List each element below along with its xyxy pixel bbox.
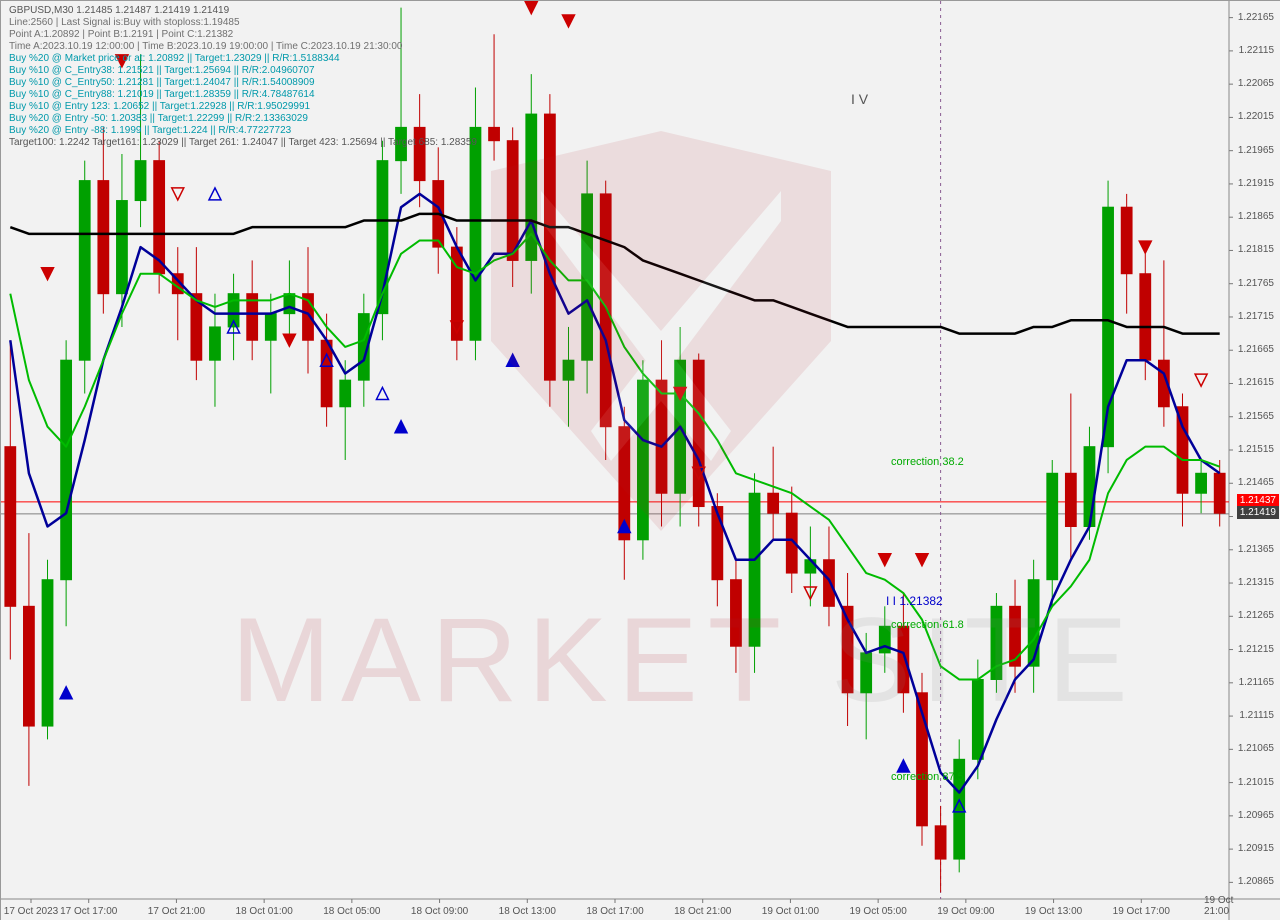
info-text: Time A:2023.10.19 12:00:00 | Time B:2023…	[9, 41, 402, 52]
x-tick-label: 19 Oct 21:00	[1204, 895, 1254, 917]
y-tick-label: 1.21915	[1238, 178, 1274, 189]
y-tick-label: 1.22065	[1238, 78, 1274, 89]
y-tick-label: 1.21215	[1238, 644, 1274, 655]
chart-container: MARKET SITE GBPUSD,M30 1.21485 1.21487 1…	[0, 0, 1280, 920]
y-tick-label: 1.21965	[1238, 145, 1274, 156]
x-tick-label: 19 Oct 01:00	[762, 906, 819, 917]
chart-annotation: I V	[851, 91, 868, 107]
y-tick-label: 1.21365	[1238, 544, 1274, 555]
y-tick-label: 1.21165	[1239, 677, 1274, 688]
y-tick-label: 1.21115	[1239, 710, 1274, 721]
x-tick-label: 18 Oct 13:00	[499, 906, 556, 917]
y-tick-label: 1.21665	[1238, 344, 1274, 355]
x-tick-label: 17 Oct 17:00	[60, 906, 117, 917]
price-tag: 1.21419	[1237, 506, 1279, 519]
y-tick-label: 1.21865	[1238, 211, 1274, 222]
x-tick-label: 19 Oct 13:00	[1025, 906, 1082, 917]
y-tick-label: 1.21465	[1238, 477, 1274, 488]
y-tick-label: 1.20915	[1238, 843, 1274, 854]
y-tick-label: 1.21815	[1238, 244, 1274, 255]
info-text: Point A:1.20892 | Point B:1.2191 | Point…	[9, 29, 233, 40]
x-tick-label: 18 Oct 17:00	[586, 906, 643, 917]
y-tick-label: 1.21265	[1238, 610, 1274, 621]
y-tick-label: 1.21515	[1238, 444, 1274, 455]
x-tick-label: 18 Oct 21:00	[674, 906, 731, 917]
y-tick-label: 1.21015	[1238, 777, 1274, 788]
chart-annotation: correction 61.8	[891, 619, 964, 631]
x-tick-label: 19 Oct 17:00	[1113, 906, 1170, 917]
y-tick-label: 1.20965	[1238, 810, 1274, 821]
info-text: Buy %10 @ C_Entry50: 1.21281 || Target:1…	[9, 77, 315, 88]
y-tick-label: 1.20865	[1238, 876, 1274, 887]
chart-annotation: I I 1.21382	[886, 594, 943, 608]
x-tick-label: 19 Oct 09:00	[937, 906, 994, 917]
y-tick-label: 1.21565	[1238, 411, 1274, 422]
chart-annotation: correction 38.2	[891, 456, 964, 468]
x-tick-label: 18 Oct 05:00	[323, 906, 380, 917]
info-text: Buy %10 @ C_Entry38: 1.21521 || Target:1…	[9, 65, 315, 76]
y-tick-label: 1.21315	[1238, 577, 1274, 588]
y-tick-label: 1.22015	[1238, 111, 1274, 122]
x-tick-label: 18 Oct 01:00	[236, 906, 293, 917]
y-tick-label: 1.21765	[1238, 278, 1274, 289]
info-text: Buy %20 @ Entry -50: 1.20383 || Target:1…	[9, 113, 308, 124]
info-text: Line:2560 | Last Signal is:Buy with stop…	[9, 17, 240, 28]
y-tick-label: 1.22165	[1238, 12, 1274, 23]
info-text: Target100: 1.2242 Target161: 1.23029 || …	[9, 137, 477, 148]
x-tick-label: 17 Oct 2023	[4, 906, 58, 917]
y-tick-label: 1.21065	[1238, 743, 1274, 754]
y-tick-label: 1.21615	[1238, 377, 1274, 388]
x-tick-label: 18 Oct 09:00	[411, 906, 468, 917]
y-tick-label: 1.22115	[1239, 45, 1274, 56]
info-text: Buy %20 @ Market price or at: 1.20892 ||…	[9, 53, 340, 64]
x-tick-label: 17 Oct 21:00	[148, 906, 205, 917]
info-text: Buy %20 @ Entry -88: 1.1999 || Target:1.…	[9, 125, 291, 136]
y-tick-label: 1.21715	[1238, 311, 1274, 322]
info-text: Buy %10 @ Entry 123: 1.20652 || Target:1…	[9, 101, 310, 112]
chart-annotation: correction 87.5	[891, 771, 964, 783]
info-text: Buy %10 @ C_Entry88: 1.21019 || Target:1…	[9, 89, 315, 100]
chart-header: GBPUSD,M30 1.21485 1.21487 1.21419 1.214…	[9, 5, 229, 16]
x-tick-label: 19 Oct 05:00	[850, 906, 907, 917]
